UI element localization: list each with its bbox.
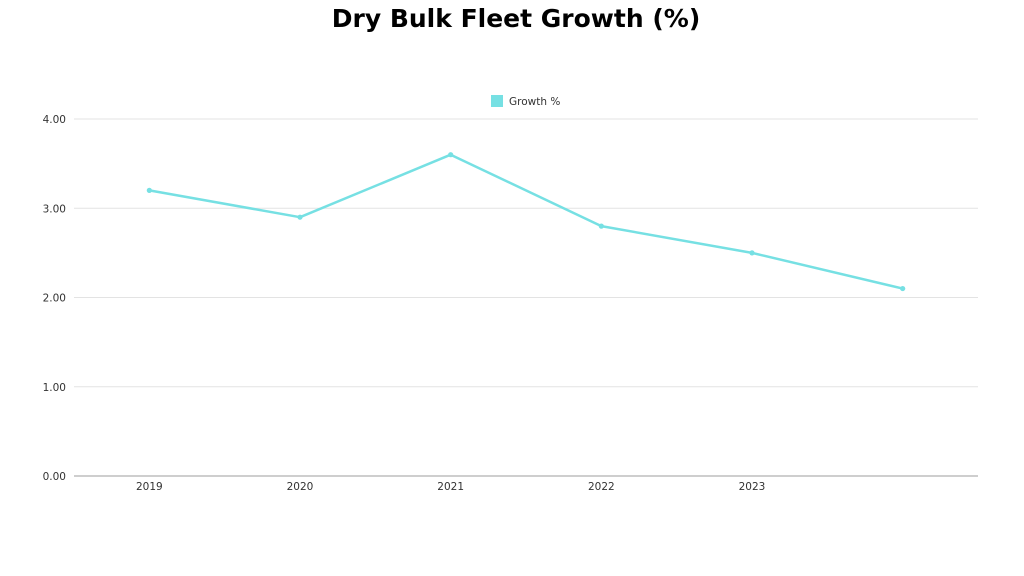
data-point[interactable]	[146, 187, 152, 193]
x-tick-label: 2021	[437, 481, 464, 493]
series-line	[149, 153, 903, 290]
x-tick-label: 2023	[739, 481, 766, 493]
data-point[interactable]	[749, 250, 755, 256]
x-axis-ticks: 2019 2020 2021 2022 2023	[136, 481, 765, 493]
y-tick-label: 3.00	[43, 203, 66, 215]
y-tick-label: 2.00	[43, 293, 66, 305]
series-layer	[146, 152, 906, 292]
gridlines	[74, 118, 978, 477]
legend-label[interactable]: Growth %	[509, 96, 560, 108]
y-tick-label: 1.00	[43, 382, 66, 394]
x-tick-label: 2019	[136, 481, 163, 493]
legend-swatch[interactable]	[491, 95, 503, 107]
data-point[interactable]	[297, 214, 303, 220]
data-point[interactable]	[448, 152, 454, 158]
y-axis-ticks: 0.00 1.00 2.00 3.00 4.00	[43, 114, 66, 483]
data-point[interactable]	[900, 285, 906, 292]
y-tick-label: 0.00	[43, 471, 66, 483]
legend: Growth %	[491, 95, 560, 108]
chart-title: Dry Bulk Fleet Growth (%)	[331, 4, 701, 33]
y-tick-label: 4.00	[43, 114, 66, 126]
x-tick-label: 2022	[588, 481, 615, 493]
x-tick-label: 2020	[287, 481, 314, 493]
data-point[interactable]	[598, 223, 604, 229]
